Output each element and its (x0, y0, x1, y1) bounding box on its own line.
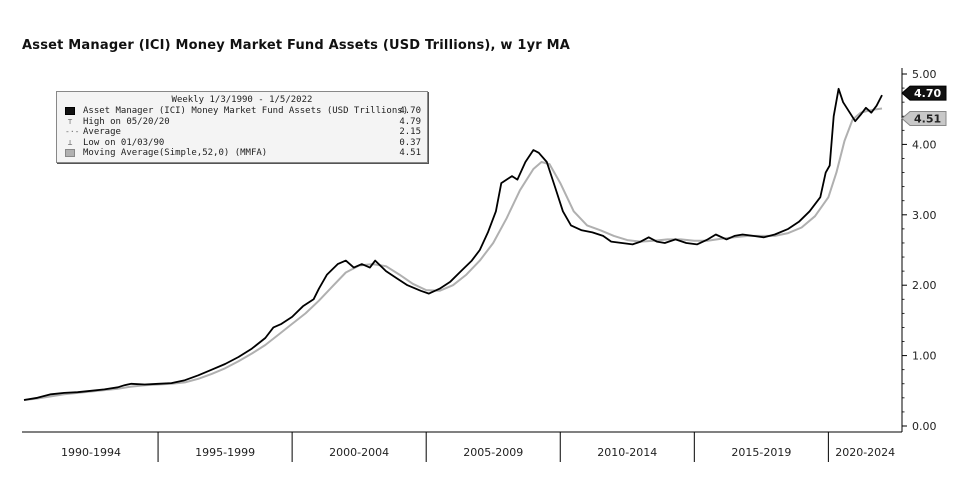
legend-marker-icon: ⊤ (67, 116, 73, 126)
series-line-assets (23, 87, 883, 401)
y-tick-label: 4.00 (912, 138, 937, 151)
legend-value: 2.15 (399, 127, 421, 137)
chart-title: Asset Manager (ICI) Money Market Fund As… (22, 38, 571, 53)
legend-label: Moving Average(Simple,52,0) (MMFA) (83, 148, 268, 158)
legend-value: 4.51 (399, 148, 421, 158)
legend-label: High on 05/20/20 (83, 116, 170, 127)
legend-item: Asset Manager (ICI) Money Market Fund As… (57, 106, 427, 117)
last-value-tag-assets (901, 85, 947, 101)
legend-value: 0.37 (399, 137, 421, 148)
x-category-label: 2010-2014 (597, 446, 657, 459)
x-category-label: 1995-1999 (195, 446, 255, 459)
x-category-label: 2015-2019 (731, 446, 791, 459)
legend-marker-icon: -·- (65, 127, 80, 136)
legend-marker-icon: ⊥ (67, 137, 73, 147)
y-tick-label: 5.00 (912, 68, 937, 81)
x-axis: 1990-1994 1995-1999 2000-2004 2005-2009 2010… (61, 432, 895, 462)
y-tick-label: 1.00 (912, 350, 937, 363)
x-category-label: 1990-1994 (61, 446, 121, 459)
legend-swatch (65, 149, 75, 157)
legend-label: Asset Manager (ICI) Money Market Fund As… (83, 106, 409, 116)
series-layer (23, 87, 883, 401)
y-tick-label: 3.00 (912, 209, 937, 222)
y-tick-label: 0.00 (912, 420, 937, 433)
x-category-label: 2020-2024 (835, 446, 895, 459)
legend-header: Weekly 1/3/1990 - 1/5/2022 (171, 95, 313, 105)
last-value-tag-label: 4.70 (914, 87, 941, 100)
y-tick-label: 2.00 (912, 279, 937, 292)
legend-label: Low on 01/03/90 (83, 137, 165, 148)
x-category-label: 2000-2004 (329, 446, 389, 459)
last-value-tag-moving-average (901, 110, 947, 126)
y-axis: 0.00 1.00 2.00 3.00 4.00 5.00 (902, 68, 937, 433)
legend-item: Moving Average(Simple,52,0) (MMFA) 4.51 (57, 148, 427, 159)
legend: Weekly 1/3/1990 - 1/5/2022 Asset Manager… (56, 91, 428, 163)
legend-value: 4.70 (399, 106, 421, 116)
legend-value: 4.79 (399, 116, 421, 127)
legend-item: ⊤ High on 05/20/20 4.79 (57, 117, 427, 128)
last-value-tags: 4.70 4.51 (901, 85, 947, 126)
legend-item: -·- Average 2.15 (57, 127, 427, 138)
legend-label: Average (83, 127, 121, 137)
last-value-tag-label: 4.51 (914, 112, 941, 125)
legend-swatch (65, 107, 75, 115)
plot-frame (22, 68, 903, 433)
legend-item: ⊥ Low on 01/03/90 0.37 (57, 138, 427, 149)
x-category-label: 2005-2009 (463, 446, 523, 459)
